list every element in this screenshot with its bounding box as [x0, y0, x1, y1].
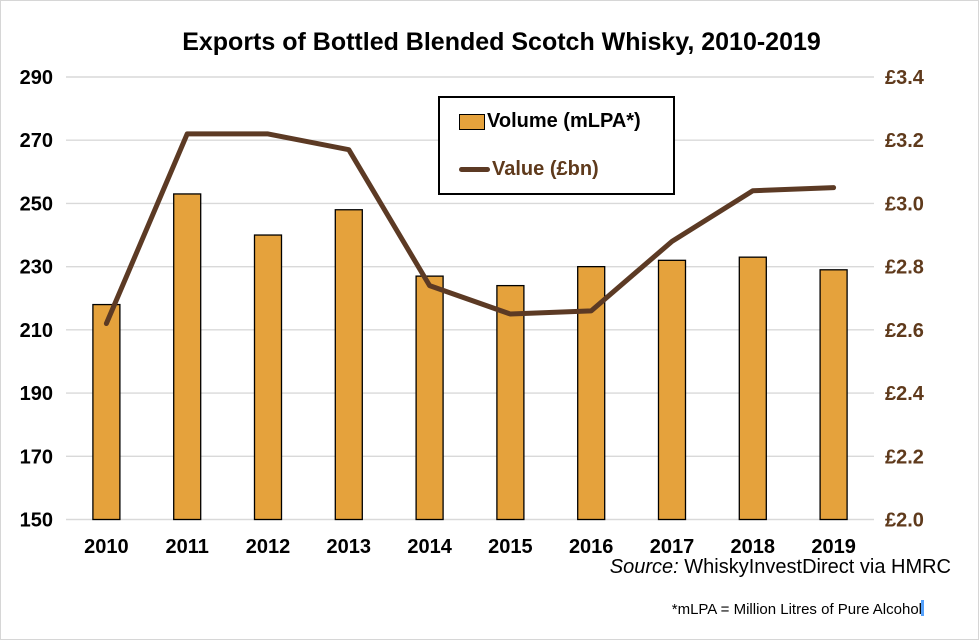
x-axis-label-2010: 2010: [84, 536, 129, 558]
right-axis-tick: £2.2: [885, 446, 924, 468]
x-axis-label-2017: 2017: [650, 536, 695, 558]
volume-bar-2014: [415, 275, 444, 521]
volume-bar-2010: [92, 303, 121, 521]
right-axis-tick: £3.2: [885, 130, 924, 152]
legend-label-volume: Volume (mLPA*): [487, 110, 641, 133]
chart-title: Exports of Bottled Blended Scotch Whisky…: [182, 28, 821, 56]
left-axis-tick: 230: [20, 257, 53, 279]
source-text: WhiskyInvestDirect via HMRC: [678, 556, 951, 578]
right-axis-tick: £2.4: [885, 383, 925, 405]
legend-item-value: Value (£bn): [459, 158, 673, 181]
right-axis-tick: £3.4: [885, 67, 925, 89]
left-axis-tick: 210: [20, 320, 53, 342]
chart-legend: Volume (mLPA*) Value (£bn): [438, 96, 675, 195]
left-axis-tick: 190: [20, 383, 53, 405]
volume-bar-2012: [253, 234, 283, 521]
legend-label-value: Value (£bn): [492, 157, 599, 180]
source-attribution: Source: WhiskyInvestDirect via HMRC: [610, 556, 951, 579]
value-line-swatch-icon: [459, 166, 490, 172]
volume-bar-2018: [738, 256, 767, 521]
left-axis-tick: 270: [20, 130, 53, 152]
x-axis-label-2015: 2015: [488, 536, 533, 558]
right-axis-tick: £3.0: [885, 193, 924, 215]
legend-item-volume: Volume (mLPA*): [459, 110, 673, 133]
volume-bar-2011: [173, 193, 202, 521]
volume-bar-2017: [657, 259, 687, 521]
right-axis-tick: £2.6: [885, 320, 924, 342]
left-axis-tick: 150: [20, 510, 53, 532]
source-prefix-label: Source:: [609, 556, 679, 578]
left-axis-tick: 170: [20, 446, 53, 468]
right-axis-tick: £2.8: [885, 257, 924, 279]
footnote: *mLPA = Million Litres of Pure Alcohol: [671, 601, 922, 618]
x-axis-label-2012: 2012: [246, 536, 291, 558]
left-axis-tick: 290: [20, 67, 53, 89]
text-cursor: [921, 600, 924, 616]
x-axis-label-2018: 2018: [731, 536, 776, 558]
x-axis-label-2011: 2011: [166, 536, 209, 558]
x-axis-label-2016: 2016: [569, 536, 614, 558]
x-axis-label-2014: 2014: [407, 536, 452, 558]
x-axis-label-2013: 2013: [327, 536, 372, 558]
volume-bar-2019: [819, 269, 848, 521]
volume-bar-2015: [496, 284, 525, 521]
value-line: [103, 131, 837, 327]
volume-bar-swatch-icon: [459, 113, 485, 130]
right-axis-tick: £2.0: [885, 510, 924, 532]
left-axis-tick: 250: [20, 193, 53, 215]
x-axis-label-2019: 2019: [811, 536, 856, 558]
volume-bar-2013: [334, 209, 363, 521]
